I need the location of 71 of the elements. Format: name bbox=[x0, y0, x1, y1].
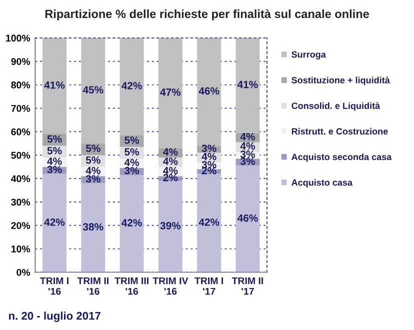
y-tick-label: 40% bbox=[11, 175, 30, 182]
data-label: 3% bbox=[124, 166, 140, 174]
y-tick-label: 20% bbox=[11, 222, 30, 230]
y-tick-label: 90% bbox=[11, 58, 30, 65]
data-label: 4% bbox=[86, 166, 100, 174]
x-tick-label: TRIM I '17 bbox=[194, 277, 223, 295]
data-label: 45% bbox=[82, 86, 104, 94]
data-label: 5% bbox=[47, 135, 62, 143]
data-label: 47% bbox=[160, 88, 181, 96]
data-label: 3% bbox=[240, 158, 255, 165]
x-tick-label: TRIM I '16 bbox=[40, 277, 68, 295]
data-label: 42% bbox=[198, 218, 220, 226]
data-label: 42% bbox=[122, 82, 142, 90]
data-label: 4% bbox=[240, 132, 255, 140]
data-label: 4% bbox=[202, 152, 216, 160]
text: n. 20 - luglio 2017 bbox=[9, 312, 100, 322]
data-label: 5% bbox=[124, 148, 140, 156]
bar bbox=[81, 183, 106, 272]
x-tick-label: TRIM IV '16 bbox=[152, 277, 188, 295]
legend-label: Ristrutt. e Costruzione bbox=[292, 128, 388, 135]
bar bbox=[42, 174, 66, 272]
data-label: 5% bbox=[86, 156, 100, 164]
data-label: 41% bbox=[237, 80, 258, 88]
legend-label: Sostituzione + liquidità bbox=[292, 76, 390, 86]
data-label: 3% bbox=[47, 166, 62, 174]
chart-title: Ripartizione % delle richieste per finalità sul canale online bbox=[45, 9, 369, 20]
bar bbox=[158, 38, 182, 148]
data-label: 41% bbox=[44, 81, 65, 89]
x-tick-label: TRIM II '17 bbox=[232, 277, 263, 295]
y-tick-label: 0% bbox=[16, 268, 30, 276]
data-label: 2% bbox=[163, 174, 178, 182]
data-label: 42% bbox=[122, 219, 142, 226]
legend-label: Acquisto seconda casa bbox=[292, 153, 392, 162]
bar bbox=[236, 166, 260, 272]
legend-label: Acquisto casa bbox=[292, 179, 353, 188]
y-tick-label: 30% bbox=[11, 198, 30, 206]
data-label: 4% bbox=[163, 158, 178, 165]
legend-label: Surroga bbox=[292, 51, 326, 60]
data-label: 3% bbox=[240, 150, 255, 158]
data-label: 5% bbox=[124, 136, 140, 144]
data-label: 5% bbox=[47, 147, 62, 154]
legend-label: Consolid. e Liquidità bbox=[292, 102, 380, 111]
y-tick-label: 70% bbox=[11, 104, 30, 112]
y-tick-label: 100% bbox=[6, 34, 30, 42]
bar bbox=[197, 174, 222, 272]
data-label: 4% bbox=[124, 158, 140, 166]
data-label: 46% bbox=[198, 87, 220, 95]
y-tick-label: 10% bbox=[11, 246, 30, 252]
data-label: 4% bbox=[163, 166, 178, 174]
data-label: 4% bbox=[240, 142, 255, 150]
x-tick-label: TRIM II '16 bbox=[77, 277, 108, 295]
bar bbox=[197, 38, 222, 146]
y-tick-label: 60% bbox=[11, 128, 30, 136]
data-label: 46% bbox=[237, 214, 258, 222]
data-label: 5% bbox=[86, 144, 100, 152]
data-label: 3% bbox=[202, 144, 216, 152]
bar bbox=[236, 38, 260, 133]
y-tick-label: 80% bbox=[11, 82, 30, 88]
y-tick-label: 50% bbox=[11, 152, 30, 159]
bar bbox=[158, 180, 182, 272]
data-label: 38% bbox=[82, 223, 104, 231]
bar bbox=[81, 38, 106, 144]
data-label: 3% bbox=[86, 175, 100, 183]
data-label: 39% bbox=[160, 222, 181, 230]
data-label: 4% bbox=[47, 158, 62, 165]
bar bbox=[120, 175, 144, 272]
x-tick-label: TRIM III '16 bbox=[114, 277, 148, 295]
bar bbox=[42, 38, 66, 134]
data-label: 42% bbox=[44, 218, 65, 226]
bar bbox=[120, 38, 144, 136]
data-label: 4% bbox=[163, 148, 178, 156]
